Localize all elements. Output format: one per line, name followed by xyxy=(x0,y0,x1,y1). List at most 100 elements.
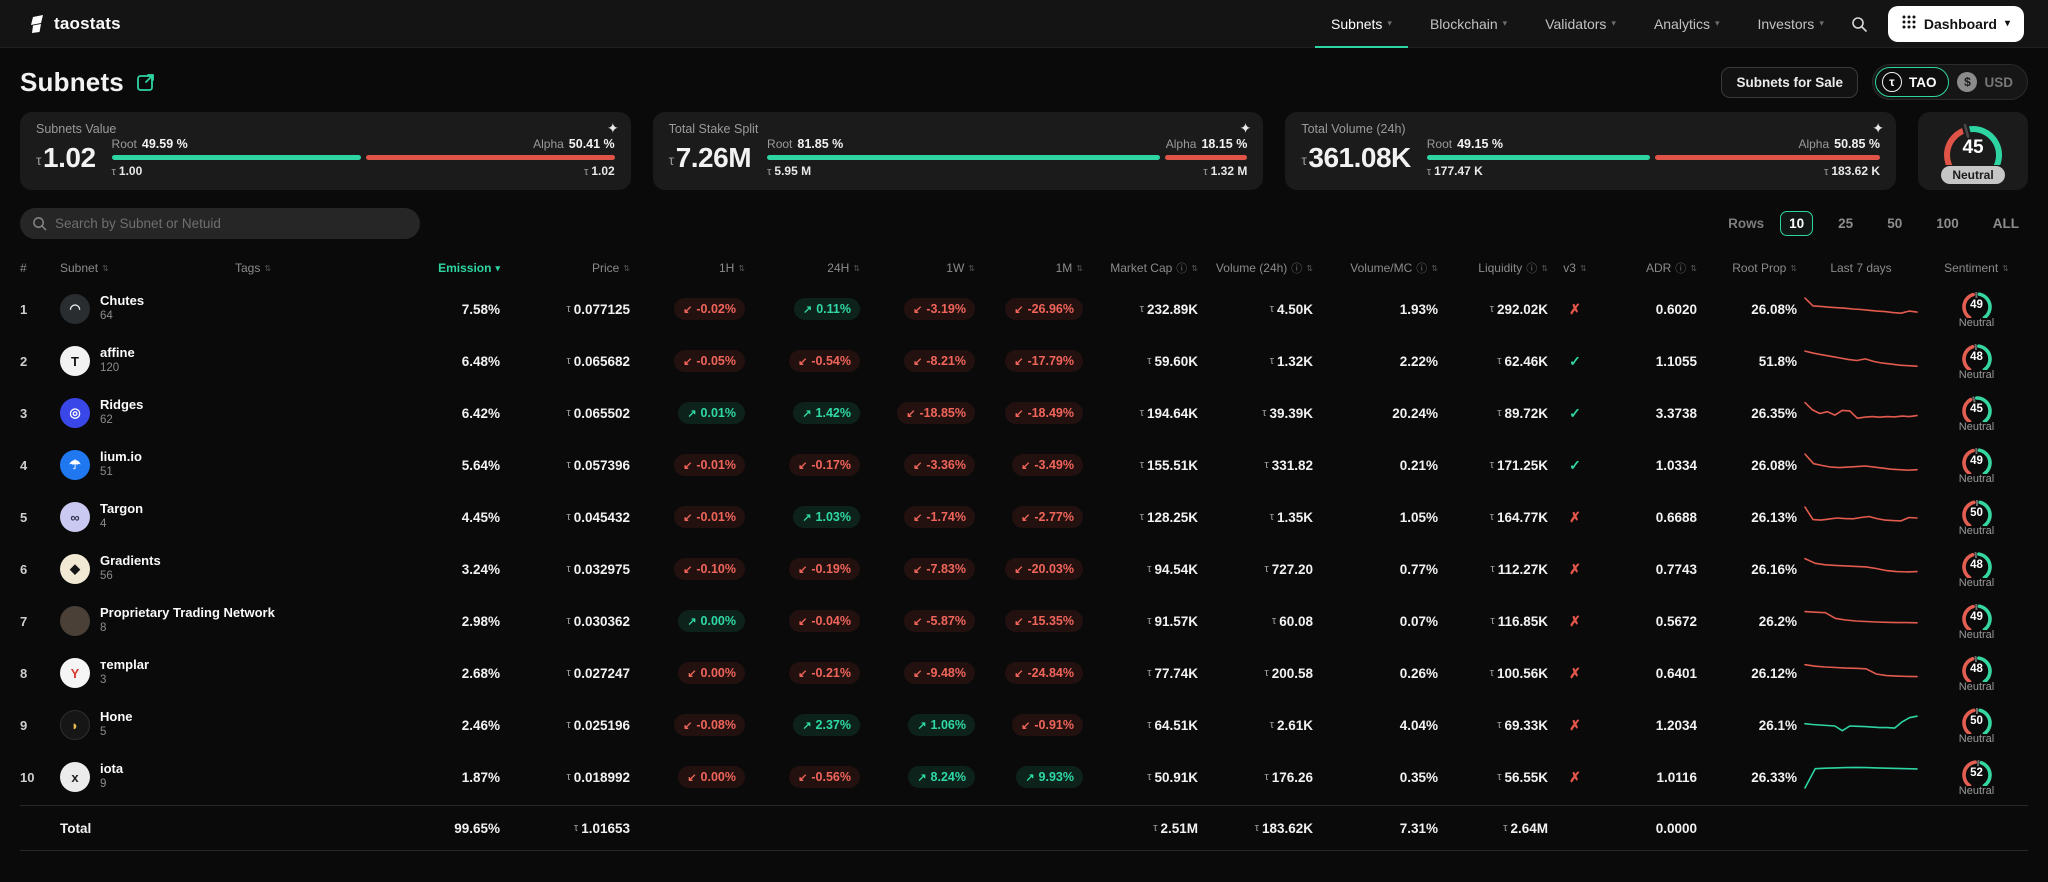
info-icon[interactable]: ⓘ xyxy=(1176,263,1188,275)
table-row[interactable]: 6 ◆ Gradients 56 3.24% τ 0.032975 ↙ -0.10% ↙ -0.19… xyxy=(20,543,2028,595)
column-header-subnet[interactable]: Subnet ⇅ xyxy=(60,261,235,275)
sparkle-icon[interactable]: ✦ xyxy=(1872,120,1885,136)
root-prop-cell: 26.2% xyxy=(1758,613,1797,629)
v3-cell: ✗ xyxy=(1548,665,1602,682)
dashboard-label: Dashboard xyxy=(1923,15,1997,32)
rows-option-all[interactable]: ALL xyxy=(1992,216,2019,231)
alpha-value: τ 1.02 xyxy=(583,163,615,178)
table-row[interactable]: 3 ◎ Ridges 62 6.42% τ 0.065502 ↗ 0.01% ↗ 1.42% ↙ -18… xyxy=(20,387,2028,439)
rows-option-10[interactable]: 10 xyxy=(1780,211,1814,236)
nav-item-validators[interactable]: Validators ▾ xyxy=(1529,0,1632,48)
rows-option-50[interactable]: 50 xyxy=(1887,216,1903,231)
column-header-adr[interactable]: ADR ⓘ ⇅ xyxy=(1602,260,1697,276)
volume-mc-cell: 2.22% xyxy=(1399,353,1438,369)
tau-symbol: τ xyxy=(1497,719,1502,731)
column-header-1w[interactable]: 1W ⇅ xyxy=(860,261,975,275)
adr-cell: 1.1055 xyxy=(1655,353,1697,369)
column-header-root-prop[interactable]: Root Prop ⇅ xyxy=(1697,261,1797,275)
price-cell-value: 0.018992 xyxy=(573,769,630,785)
change-value: -0.91% xyxy=(1034,718,1074,732)
subnet-cell[interactable]: ☂ lium.io 51 xyxy=(60,449,235,480)
v3-cell: ✗ xyxy=(1548,561,1602,578)
column-header-emission[interactable]: Emission ▾ xyxy=(375,261,500,275)
sparkle-icon[interactable]: ✦ xyxy=(606,120,619,136)
column-header-24h[interactable]: 24H ⇅ xyxy=(745,261,860,275)
table-row[interactable]: 9 ◗ Hone 5 2.46% τ 0.025196 ↙ -0.08% ↗ 2.37% ↗ 1.06%… xyxy=(20,699,2028,751)
change-badge: ↙ -0.19% xyxy=(789,558,860,580)
subnet-cell[interactable]: ◗ Hone 5 xyxy=(60,709,235,740)
subnet-cell[interactable]: ◠ Chutes 64 xyxy=(60,293,235,324)
subnet-meta: iota 9 xyxy=(100,761,124,791)
rows-option-100[interactable]: 100 xyxy=(1936,216,1959,231)
info-icon[interactable]: ⓘ xyxy=(1416,263,1428,275)
table-row[interactable]: 4 ☂ lium.io 51 5.64% τ 0.057396 ↙ -0.01% ↙ -0.17% ↙… xyxy=(20,439,2028,491)
sentiment-label: Neutral xyxy=(1958,525,1995,537)
currency-usd-option[interactable]: $ USD xyxy=(1951,68,2025,96)
arrow-up-icon: ↗ xyxy=(687,615,697,628)
change-value: 1.06% xyxy=(930,718,966,732)
subnet-cell[interactable]: ◆ Gradients 56 xyxy=(60,553,235,584)
change-value: 1.03% xyxy=(815,510,851,524)
currency-tao-option[interactable]: τ TAO xyxy=(1874,67,1950,97)
change-value: -7.83% xyxy=(926,562,966,576)
last-7-days-cell xyxy=(1797,708,1925,742)
change-badge: ↗ 1.06% xyxy=(908,714,975,736)
column-header-volume-24h-[interactable]: Volume (24h) ⓘ ⇅ xyxy=(1198,260,1313,276)
subnet-meta: lium.io 51 xyxy=(100,449,142,479)
total-price-cell: τ 1.01653 xyxy=(500,821,630,836)
sentiment-gauge: 49 xyxy=(1955,601,1999,632)
table-row[interactable]: 10 x iota 9 1.87% τ 0.018992 ↙ 0.00% ↙ -0.56% ↗ 8.24… xyxy=(20,751,2028,803)
change-badge: ↙ -18.49% xyxy=(1005,402,1083,424)
table-row[interactable]: 1 ◠ Chutes 64 7.58% τ 0.077125 ↙ -0.02% ↗ 0.11% ↙ -3… xyxy=(20,283,2028,335)
v3-cell: ✗ xyxy=(1548,301,1602,318)
change-value: -0.01% xyxy=(696,510,736,524)
total-liquidity-cell-value: 2.64M xyxy=(1510,820,1548,836)
info-icon[interactable]: ⓘ xyxy=(1675,263,1687,275)
subnet-name: iota xyxy=(100,761,124,777)
column-header-volume-mc[interactable]: Volume/MC ⓘ ⇅ xyxy=(1313,260,1438,276)
search-input[interactable] xyxy=(55,216,408,231)
column-header-1m[interactable]: 1M ⇅ xyxy=(975,261,1083,275)
sentiment-label: Neutral xyxy=(1958,681,1995,693)
subnet-cell[interactable]: ◎ Ridges 62 xyxy=(60,397,235,428)
brand-logo[interactable]: taostats xyxy=(30,14,121,34)
column-header-market-cap[interactable]: Market Cap ⓘ ⇅ xyxy=(1083,260,1198,276)
column-header-tags[interactable]: Tags ⇅ xyxy=(235,261,375,275)
root-prop-cell: 26.08% xyxy=(1751,301,1797,317)
column-header-price[interactable]: Price ⇅ xyxy=(500,261,630,275)
subnets-for-sale-button[interactable]: Subnets for Sale xyxy=(1721,66,1858,98)
info-icon[interactable]: ⓘ xyxy=(1526,263,1538,275)
sentiment-score: 50 xyxy=(1970,715,1983,727)
rows-option-25[interactable]: 25 xyxy=(1838,216,1854,231)
change-value: -0.05% xyxy=(696,354,736,368)
table-row[interactable]: 7 Proprietary Trading Network 8 2.98% τ 0.030… xyxy=(20,595,2028,647)
nav-item-investors[interactable]: Investors ▾ xyxy=(1742,0,1840,48)
column-header-liquidity[interactable]: Liquidity ⓘ ⇅ xyxy=(1438,260,1548,276)
external-link-icon[interactable] xyxy=(136,72,156,92)
subnet-cell[interactable]: Proprietary Trading Network 8 xyxy=(60,605,275,636)
column-header-v3[interactable]: v3 ⇅ xyxy=(1548,261,1602,275)
column-header-1h[interactable]: 1H ⇅ xyxy=(630,261,745,275)
subnet-cell[interactable]: x iota 9 xyxy=(60,761,235,792)
subnet-netuid: 64 xyxy=(100,310,113,323)
nav-item-analytics[interactable]: Analytics ▾ xyxy=(1638,0,1736,48)
search-icon[interactable] xyxy=(1840,0,1878,48)
nav-item-subnets[interactable]: Subnets ▾ xyxy=(1315,0,1408,48)
arrow-down-icon: ↙ xyxy=(687,771,697,784)
subnet-netuid: 8 xyxy=(100,622,107,635)
change-badge: ↗ 0.11% xyxy=(794,298,860,320)
info-icon[interactable]: ⓘ xyxy=(1291,263,1303,275)
volume-mc-cell: 1.05% xyxy=(1399,509,1438,525)
dashboard-button[interactable]: Dashboard ▾ xyxy=(1887,5,2024,42)
table-row[interactable]: 5 ∞ Targon 4 4.45% τ 0.045432 ↙ -0.01% ↗ 1.03% ↙ -1.… xyxy=(20,491,2028,543)
nav-item-blockchain[interactable]: Blockchain ▾ xyxy=(1414,0,1523,48)
subnet-cell[interactable]: ∞ Targon 4 xyxy=(60,501,235,532)
adr-cell: 1.2034 xyxy=(1655,717,1697,733)
column-header-sentiment[interactable]: Sentiment ⇅ xyxy=(1925,261,2028,275)
arrow-down-icon: ↙ xyxy=(913,615,923,628)
sparkle-icon[interactable]: ✦ xyxy=(1239,120,1252,136)
